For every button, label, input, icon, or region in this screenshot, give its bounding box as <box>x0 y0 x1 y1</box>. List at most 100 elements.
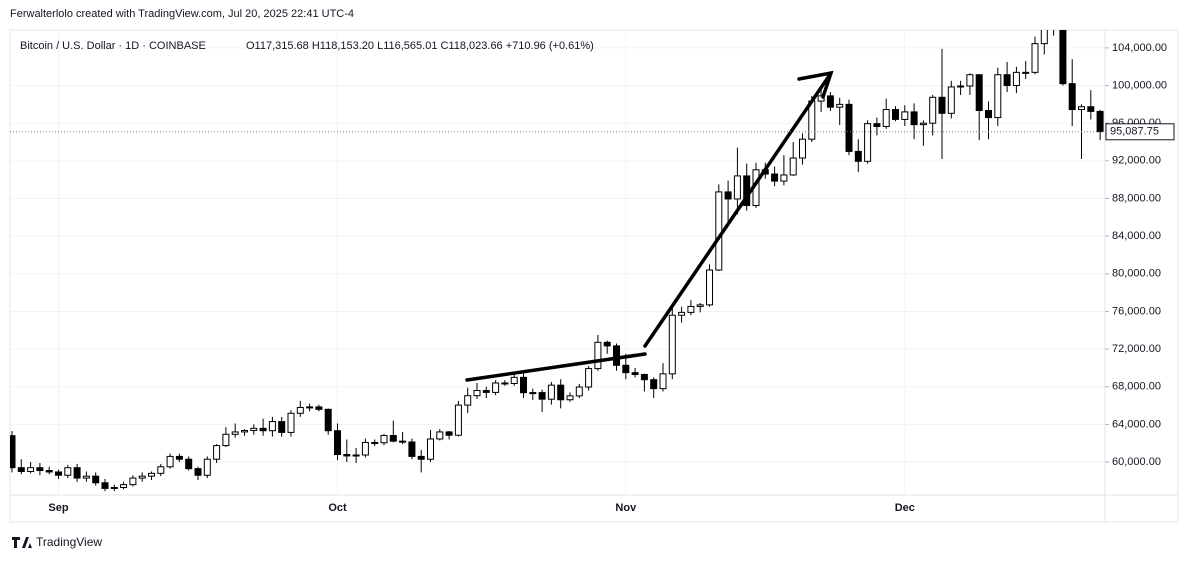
candle-body <box>27 467 35 472</box>
candle-body <box>771 173 779 182</box>
candle-body <box>668 314 676 375</box>
candle-body <box>892 109 899 120</box>
candle-body <box>157 466 165 474</box>
candle-body <box>1078 106 1085 111</box>
candle-body <box>687 305 695 313</box>
candle-body <box>36 467 44 472</box>
candle-body <box>352 454 360 457</box>
candle-body <box>659 373 667 390</box>
candle-body <box>1003 74 1011 87</box>
y-tick-label: 76,000.00 <box>1112 305 1161 317</box>
candle-body <box>399 440 407 443</box>
candle-body <box>650 379 658 390</box>
candle-body <box>138 475 146 479</box>
candles <box>10 28 1104 492</box>
x-tick-label: Nov <box>615 502 637 514</box>
candle-body <box>268 421 276 432</box>
candle-body <box>957 85 965 88</box>
candle-body <box>92 475 100 484</box>
arrow-head <box>797 70 834 99</box>
brand-logo: TradingView <box>12 535 102 549</box>
candle-body <box>1087 106 1095 112</box>
candle-body <box>241 430 248 433</box>
x-tick-label: Dec <box>895 502 915 514</box>
candle-body <box>17 467 25 472</box>
candle-body <box>733 175 741 200</box>
trend-arrow <box>643 74 831 348</box>
candle-body <box>994 74 1002 119</box>
candle-body <box>603 341 611 347</box>
candle-body <box>1022 71 1030 74</box>
candle-body <box>715 191 723 271</box>
candle-body <box>622 364 630 374</box>
candle-body <box>464 395 472 406</box>
x-tick-label: Sep <box>48 502 68 514</box>
candle-body <box>575 386 583 397</box>
drawings <box>465 70 834 382</box>
candle-body <box>1012 71 1020 87</box>
candle-body <box>1051 28 1057 29</box>
candle-body <box>482 390 490 393</box>
candle-body <box>817 95 825 102</box>
candle-body <box>631 372 639 376</box>
candle-body <box>454 404 462 436</box>
candle-body <box>826 95 834 108</box>
candle-body <box>148 472 155 477</box>
candle-body <box>520 376 527 394</box>
candle-body <box>473 390 481 397</box>
candle-body <box>510 376 518 384</box>
axes: 60,000.00 64,000.00 68,000.00 72,000.00 76,0… <box>10 42 1175 514</box>
candle-body <box>789 157 797 176</box>
candle-body <box>799 138 806 159</box>
candle-body <box>557 384 565 401</box>
candle-body <box>380 435 388 444</box>
candle-body <box>854 150 862 162</box>
candle-body <box>222 433 230 447</box>
candle-body <box>566 395 574 401</box>
candle-body <box>278 421 286 433</box>
x-tick-label: Oct <box>328 502 347 514</box>
candle-body <box>873 123 881 127</box>
candle-body <box>315 406 323 410</box>
candle-body <box>947 86 955 114</box>
trend-line <box>465 352 647 382</box>
candle-body <box>1031 43 1039 73</box>
attribution: Ferwalterlolo created with TradingView.c… <box>10 8 354 20</box>
y-tick-label: 72,000.00 <box>1112 343 1161 355</box>
y-tick-label: 104,000.00 <box>1112 42 1167 54</box>
candle-body <box>436 431 444 440</box>
candle-body <box>427 438 434 460</box>
candle-body <box>938 96 946 114</box>
candle-body <box>780 174 788 182</box>
candle-body <box>389 435 397 442</box>
y-tick-label: 80,000.00 <box>1112 268 1161 280</box>
candle-body <box>845 103 853 152</box>
candle-body <box>1096 110 1104 133</box>
candle-body <box>640 374 648 381</box>
brand-text: TradingView <box>36 535 102 549</box>
candle-body <box>82 475 90 479</box>
candle-body <box>45 470 53 473</box>
candle-body <box>1059 30 1067 85</box>
candle-body <box>166 455 174 468</box>
candle-body <box>129 477 137 486</box>
candle-body <box>585 368 593 388</box>
candle-body <box>175 455 183 460</box>
candle-body <box>919 122 927 126</box>
candle-body <box>110 486 118 489</box>
candle-body <box>929 96 937 124</box>
candle-body <box>73 467 81 479</box>
candle-body <box>538 392 546 400</box>
last-price-box <box>1105 123 1175 141</box>
logo-icon <box>12 537 32 548</box>
candle-body <box>501 382 509 385</box>
candle-body <box>371 441 379 444</box>
candle-body <box>10 435 16 469</box>
candle-body <box>724 191 732 200</box>
candle-body <box>594 341 602 370</box>
candle-body <box>966 74 974 87</box>
candle-body <box>213 445 221 460</box>
candle-body <box>101 482 109 489</box>
candle-body <box>287 412 295 433</box>
